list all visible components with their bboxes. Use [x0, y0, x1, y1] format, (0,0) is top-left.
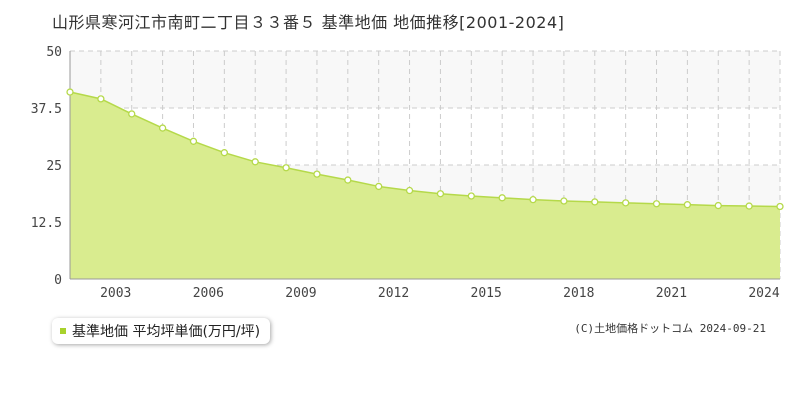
x-tick-label: 2009: [285, 286, 316, 301]
grid-band: [70, 51, 780, 108]
x-tick-label: 2015: [471, 286, 502, 301]
data-point: [622, 199, 630, 207]
data-point: [158, 124, 167, 132]
x-tick-label: 2018: [563, 286, 594, 301]
x-tick-label: 2024: [748, 286, 779, 301]
x-tick-label: 2003: [100, 286, 131, 301]
chart-title: 山形県寒河江市南町二丁目３３番５ 基準地価 地価推移[2001-2024]: [52, 13, 565, 32]
data-point: [97, 95, 105, 103]
series-area: [70, 92, 780, 279]
data-point: [405, 186, 414, 195]
data-point: [436, 190, 445, 198]
y-tick-label: 37.5: [31, 102, 62, 117]
data-point: [560, 197, 568, 205]
data-point: [282, 164, 290, 172]
credit-text: (C)土地価格ドットコム 2024-09-21: [574, 322, 766, 335]
y-tick-label: 50: [46, 45, 62, 60]
y-tick-label: 12.5: [31, 216, 62, 231]
legend-marker-icon: [60, 328, 66, 334]
y-tick-label: 25: [46, 159, 62, 174]
legend: 基準地価 平均坪単価(万円/坪): [52, 318, 271, 344]
data-point: [714, 201, 722, 210]
x-tick-label: 2021: [656, 286, 687, 301]
data-point: [498, 194, 506, 202]
data-point: [683, 201, 692, 209]
data-point: [344, 176, 352, 184]
data-point: [529, 196, 537, 204]
data-point: [251, 158, 259, 166]
data-point: [776, 202, 784, 211]
data-point: [467, 192, 475, 200]
chart-plot: 0 12.5 25 37.5 50 2003 2006 2009 2012 2015 2018 202…: [31, 45, 784, 301]
data-point: [375, 182, 383, 191]
y-tick-label: 0: [54, 273, 62, 288]
data-point: [591, 198, 599, 206]
legend-label: 基準地価 平均坪単価(万円/坪): [72, 324, 261, 340]
data-point: [128, 110, 136, 118]
data-point: [745, 202, 753, 210]
series-line: [69, 91, 781, 208]
data-point: [66, 88, 74, 96]
x-tick-label: 2012: [378, 286, 409, 301]
data-point: [652, 200, 661, 208]
x-tick-label: 2006: [193, 286, 224, 301]
data-point: [313, 170, 321, 178]
data-point: [220, 149, 228, 157]
data-point: [189, 137, 198, 145]
